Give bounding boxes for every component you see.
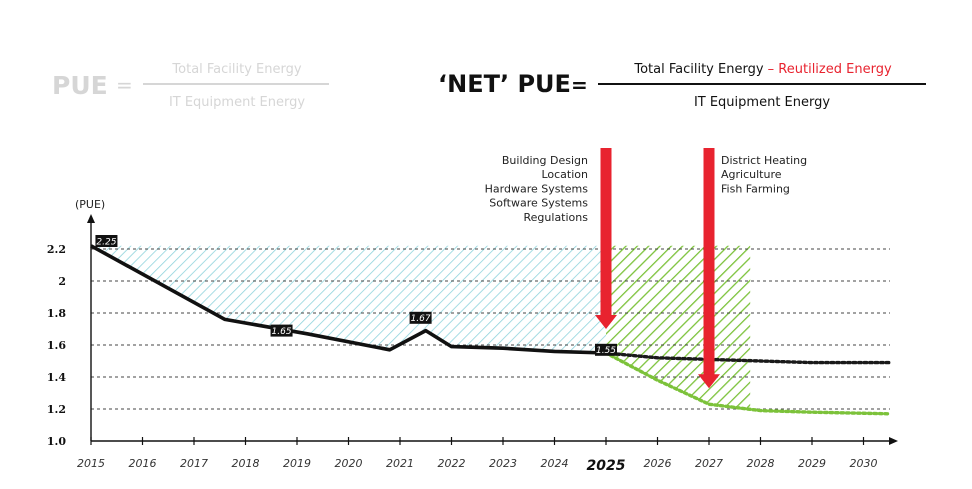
x-tick-label: 2020: [335, 457, 363, 470]
y-tick-labels: 1.0 1.2 1.4 1.6 1.8 2 2.2: [47, 243, 66, 448]
x-tick-label: 2026: [644, 457, 672, 470]
y-axis-arrowhead: [87, 214, 95, 223]
y-tick-label: 1.4: [47, 371, 66, 384]
x-tick-label: 2018: [232, 457, 260, 470]
formula-pue-denominator: IT Equipment Energy: [169, 95, 305, 110]
x-axis-arrowhead: [889, 437, 898, 445]
formula-net-pue-denominator: IT Equipment Energy: [694, 95, 830, 110]
y-tick-label: 1.6: [47, 339, 66, 352]
efficiency-arrow-head: [595, 315, 617, 329]
x-tick-label: 2024: [541, 457, 569, 470]
x-tick-label: 2017: [180, 457, 208, 470]
efficiency-arrow-shaft: [600, 148, 612, 317]
x-tick-label: 2028: [747, 457, 775, 470]
efficiency-gains-hatch: [91, 245, 606, 353]
formula-net-pue-numerator: Total Facility Energy – Reutilized Energ…: [633, 62, 892, 77]
efficiency-cause-item: Location: [541, 168, 588, 181]
data-labels: 2.25 1.65 1.67 1.55: [95, 235, 617, 356]
projected-pue-line: [604, 351, 891, 365]
efficiency-cause-item: Software Systems: [489, 197, 588, 210]
data-label-text: 2.25: [96, 237, 116, 247]
reuse-gains-hatch: [606, 245, 751, 410]
x-tick-label: 2030: [850, 457, 878, 470]
y-tick-label: 2.2: [47, 243, 66, 256]
formula-pue-lhs: PUE: [52, 71, 108, 100]
formula-pue: PUE = Total Facility Energy IT Equipment…: [52, 62, 329, 110]
projected-net-pue-line: [604, 351, 891, 416]
formula-net-pue-lhs: ‘NET’ PUE: [438, 70, 571, 98]
data-label-box: [409, 311, 432, 324]
formula-net-pue-numerator-main: Total Facility Energy: [633, 62, 763, 77]
y-tick-label: 1.0: [47, 435, 66, 448]
efficiency-cause-item: Regulations: [524, 211, 589, 224]
data-label-text: 1.65: [272, 327, 292, 337]
y-tick-label: 1.2: [47, 403, 66, 416]
reuse-cause-item: District Heating: [721, 154, 807, 167]
x-tick-label: 2027: [695, 457, 723, 470]
formula-pue-equals: =: [116, 73, 133, 97]
x-tick-label: 2015: [77, 457, 105, 470]
x-tick-label: 2023: [489, 457, 517, 470]
y-tick-label: 2: [58, 275, 66, 288]
hatched-areas: [91, 245, 751, 410]
x-tick-label: 2019: [283, 457, 311, 470]
historical-pue-line: [90, 244, 607, 355]
x-tick-label: 2016: [129, 457, 157, 470]
data-label-box: [95, 235, 118, 247]
reuse-arrow-head: [698, 374, 720, 389]
formula-net-pue: ‘NET’ PUE = Total Facility Energy – Reut…: [438, 62, 926, 110]
y-tick-label: 1.8: [47, 307, 66, 320]
reuse-cause-item: Agriculture: [721, 168, 782, 181]
data-label-box: [595, 343, 617, 356]
formula-pue-numerator: Total Facility Energy: [171, 62, 301, 77]
series-lines: [90, 244, 891, 416]
x-tick-label: 2025: [587, 458, 626, 474]
gridlines: [91, 248, 890, 410]
x-tick-label: 2021: [386, 457, 414, 470]
formula-net-pue-numerator-reutilized: – Reutilized Energy: [764, 62, 892, 77]
x-tick-label: 2022: [438, 457, 466, 470]
reuse-cause-item: Fish Farming: [721, 182, 790, 195]
formula-net-pue-equals: =: [571, 73, 588, 97]
reuse-arrow-shaft: [703, 148, 715, 377]
y-axis-label: (PUE): [75, 198, 105, 211]
efficiency-cause-item: Hardware Systems: [485, 182, 589, 195]
efficiency-cause-item: Building Design: [502, 154, 588, 167]
x-tick-labels: 2015 2016 2017 2018 2019 2020 2021 2022 2023 2024…: [77, 457, 878, 474]
arrows: [595, 148, 720, 389]
data-label-box: [270, 324, 293, 337]
data-label-text: 1.67: [411, 314, 431, 324]
x-tick-label: 2029: [798, 457, 826, 470]
axes: [87, 214, 898, 445]
data-label-text: 1.55: [596, 346, 616, 356]
